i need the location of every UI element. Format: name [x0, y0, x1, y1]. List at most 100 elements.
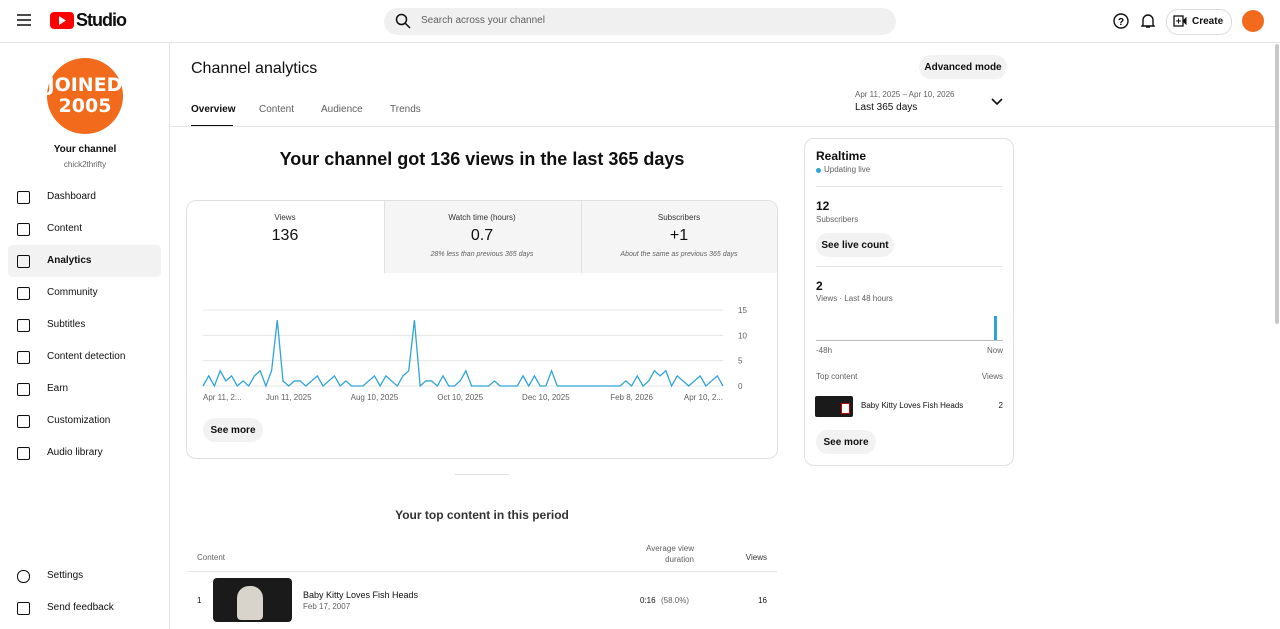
nav-item[interactable]: Dashboard [47, 191, 96, 202]
top-bar [0, 0, 1280, 43]
realtime-video-views: 2 [998, 401, 1003, 410]
realtime-title: Realtime [816, 149, 867, 163]
avatar-text: 2005 [58, 95, 112, 117]
tabs-border [170, 126, 1275, 127]
x-tick-label: Jun 11, 2025 [266, 393, 312, 402]
page-title: Channel analytics [191, 60, 318, 77]
nav-item[interactable]: Settings [47, 570, 84, 581]
realtime-see-more-button[interactable]: See more [816, 430, 876, 454]
realtime-views: 2 [816, 279, 823, 293]
views-line [202, 320, 724, 388]
metric-tab[interactable] [581, 201, 777, 273]
divider [816, 186, 1003, 187]
y-tick-label: 0 [738, 382, 743, 391]
tab[interactable]: Overview [191, 104, 236, 115]
tab[interactable]: Trends [390, 104, 421, 115]
metric-label: Subscribers [657, 213, 701, 222]
logo-text[interactable]: Studio [76, 10, 127, 30]
logo-icon[interactable] [50, 12, 74, 29]
channel-label: Your channel [53, 144, 117, 155]
tab[interactable]: Content [259, 104, 295, 115]
nav-icon[interactable] [17, 255, 30, 268]
nav-icon[interactable] [17, 319, 30, 332]
x-tick-label: Aug 10, 2025 [351, 393, 399, 402]
divider [455, 474, 509, 475]
row-border [187, 571, 777, 572]
search-icon[interactable] [395, 13, 411, 29]
create-label[interactable]: Create [1192, 16, 1224, 27]
period-dropdown-icon[interactable] [991, 98, 1003, 106]
help-icon[interactable]: ? [1113, 13, 1129, 29]
realtime-video-title[interactable]: Baby Kitty Loves Fish Heads [861, 401, 964, 410]
metric-value: 136 [271, 227, 299, 244]
nav-icon[interactable] [17, 415, 30, 428]
realtime-axis-label: Now [986, 346, 1003, 355]
realtime-card [804, 138, 1014, 466]
create-button[interactable] [1166, 9, 1232, 35]
nav-icon[interactable] [17, 191, 30, 204]
live-dot [816, 168, 821, 173]
y-tick-label: 5 [738, 357, 743, 366]
search-box[interactable] [384, 8, 896, 35]
see-more-button[interactable]: See more [203, 418, 263, 442]
nav-item[interactable]: Subtitles [47, 319, 86, 330]
menu-icon[interactable] [17, 14, 31, 26]
column-header: Average view duration [646, 544, 694, 564]
column-header: Content [197, 553, 226, 562]
channel-handle: chick2thrifty [63, 160, 107, 169]
nav-icon[interactable] [17, 351, 30, 364]
video-thumbnail[interactable] [815, 396, 853, 417]
nav-item[interactable]: Audio library [47, 447, 103, 458]
nav-icon[interactable] [17, 447, 30, 460]
search-placeholder[interactable]: Search across your channel [421, 15, 545, 26]
video-title[interactable]: Baby Kitty Loves Fish Heads [303, 590, 419, 600]
nav-item[interactable]: Customization [47, 415, 111, 426]
see-live-count-button[interactable]: See live count [816, 233, 894, 257]
realtime-status: Updating live [824, 165, 871, 174]
nav-item[interactable]: Send feedback [47, 602, 114, 613]
metric-label: Watch time (hours) [448, 213, 516, 222]
view-percent: (58.0%) [661, 596, 690, 605]
views-chart: 0 5 10 15 Apr 11, 2... Jun 11, 2025 Aug 10, 20… [202, 306, 747, 402]
create-icon[interactable] [1173, 15, 1187, 27]
notifications-icon[interactable] [1141, 13, 1155, 29]
views-column-label: Views [981, 372, 1003, 381]
x-tick-label: Dec 10, 2025 [522, 393, 570, 402]
advanced-mode-button[interactable]: Advanced mode [919, 55, 1007, 79]
realtime-baseline [816, 340, 1003, 341]
nav-item[interactable]: Content [47, 223, 83, 234]
metric-note: 28% less than previous 365 days [430, 251, 534, 258]
nav-icon[interactable] [17, 287, 30, 300]
realtime-axis-label: -48h [816, 346, 833, 355]
nav-icon[interactable] [17, 383, 30, 396]
x-tick-label: Feb 8, 2026 [610, 393, 653, 402]
nav-icon[interactable] [17, 223, 30, 236]
y-tick-label: 10 [738, 331, 747, 340]
video-thumbnail[interactable] [213, 578, 292, 622]
column-header: Views [745, 553, 767, 562]
account-avatar[interactable] [1242, 10, 1264, 32]
metric-tab[interactable] [384, 201, 581, 273]
row-rank: 1 [197, 596, 202, 605]
nav-active-bg[interactable] [8, 245, 161, 277]
avatar-text: JOINED [47, 74, 123, 96]
nav-icon[interactable] [17, 570, 30, 583]
realtime-bar [994, 316, 997, 340]
scrollbar[interactable] [1275, 44, 1279, 324]
top-content-label: Top content [816, 372, 858, 381]
period[interactable]: Last 365 days [855, 102, 918, 113]
nav-icon[interactable] [17, 602, 30, 615]
x-tick-label: Apr 10, 2... [684, 393, 723, 402]
subscribers-label: Subscribers [816, 215, 859, 224]
video-views: 16 [758, 596, 767, 605]
nav-item[interactable]: Content detection [47, 351, 126, 362]
nav-item[interactable]: Community [47, 287, 98, 298]
top-content-title: Your top content in this period [395, 508, 569, 522]
metric-value: 0.7 [470, 227, 494, 244]
date-range[interactable]: Apr 11, 2025 – Apr 10, 2026 [855, 90, 955, 99]
tab[interactable]: Audience [321, 104, 363, 115]
nav-item[interactable]: Analytics [47, 255, 92, 266]
channel-avatar[interactable]: JOINED 2005 [47, 58, 123, 134]
nav-item[interactable]: Earn [47, 383, 69, 394]
